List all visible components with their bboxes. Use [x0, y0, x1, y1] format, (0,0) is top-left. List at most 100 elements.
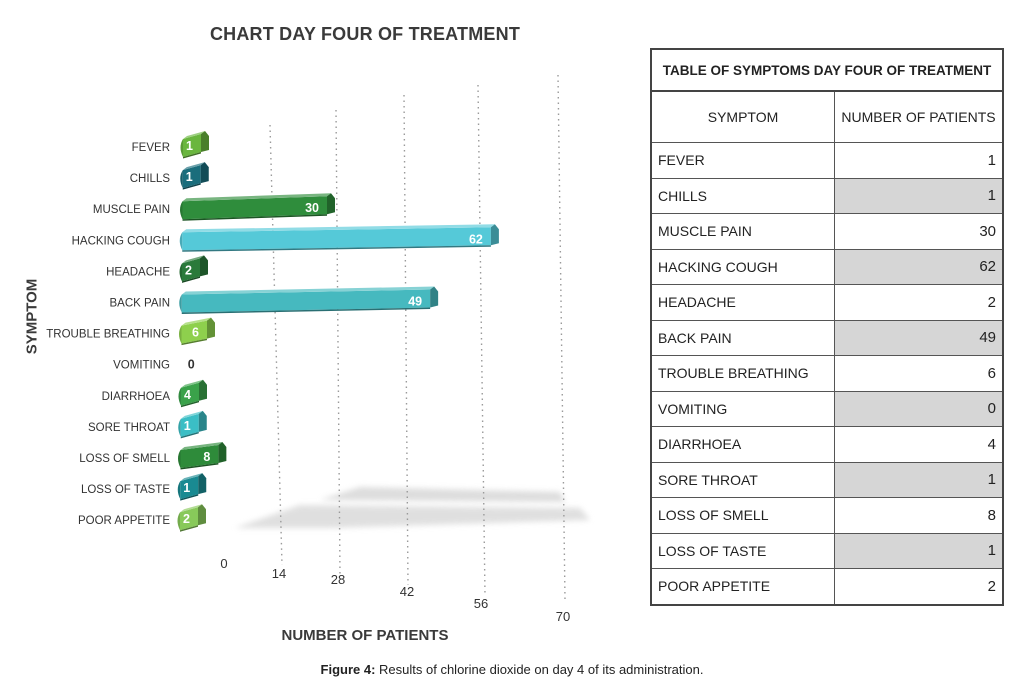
value-cell: 1 [834, 532, 1004, 569]
x-axis-title: NUMBER OF PATIENTS [281, 627, 449, 644]
value-cell: 1 [834, 177, 1004, 214]
category-label: DIARRHOEA [102, 391, 171, 403]
category-label: HACKING COUGH [72, 235, 170, 247]
x-tick-label: 28 [331, 572, 345, 587]
bar: 4 [178, 379, 207, 408]
category-label: LOSS OF TASTE [81, 484, 170, 496]
symptom-cell: VOMITING [650, 390, 835, 427]
symptom-cell: MUSCLE PAIN [650, 213, 835, 250]
symptom-cell: DIARRHOEA [650, 426, 835, 463]
chart-area: CHART DAY FOUR OF TREATMENT SYMPTOM NUMB… [24, 24, 590, 644]
bar-value-label: 62 [469, 232, 483, 246]
figure-label: Figure 4: [320, 662, 376, 677]
symptoms-table: TABLE OF SYMPTOMS DAY FOUR OF TREATMENT … [650, 48, 1004, 606]
x-tick-label: 56 [474, 596, 488, 611]
value-cell: 8 [834, 497, 1004, 534]
category-label: CHILLS [130, 173, 171, 185]
symptom-cell: LOSS OF TASTE [650, 532, 835, 569]
value-cell: 4 [834, 426, 1004, 463]
bar: 8 [178, 442, 227, 470]
table-row: LOSS OF TASTE 1 [650, 532, 1004, 569]
symptom-cell: HACKING COUGH [650, 248, 835, 285]
symptom-cell: TROUBLE BREATHING [650, 355, 835, 392]
grid-line [269, 124, 283, 566]
bar: 1 [180, 131, 209, 159]
table-row: HEADACHE 2 [650, 284, 1004, 321]
table-row: POOR APPETITE 2 [650, 568, 1004, 605]
bar: 62 [179, 224, 499, 252]
bar: 1 [177, 473, 207, 501]
category-label: TROUBLE BREATHING [46, 329, 170, 341]
column-header-symptom: SYMPTOM [650, 90, 835, 143]
bar-value-label: 1 [183, 481, 190, 495]
x-tick-label: 42 [400, 584, 414, 599]
grid-line [403, 94, 409, 586]
grid-line [557, 74, 566, 601]
bar: 30 [180, 193, 335, 221]
table-row: HACKING COUGH 62 [650, 248, 1004, 285]
symptom-cell: SORE THROAT [650, 461, 835, 498]
category-label: HEADACHE [106, 266, 170, 278]
bar-value-label: 30 [305, 201, 319, 215]
value-cell: 2 [834, 284, 1004, 321]
floor-shadow [235, 487, 590, 528]
category-label: FEVER [132, 142, 170, 154]
value-cell: 30 [834, 213, 1004, 250]
bar: 6 [179, 317, 215, 346]
category-label: VOMITING [113, 360, 170, 372]
figure-caption-text: Results of chlorine dioxide on day 4 of … [375, 662, 704, 677]
table-row: DIARRHOEA 4 [650, 426, 1004, 463]
table-row: CHILLS 1 [650, 177, 1004, 214]
table-row: MUSCLE PAIN 30 [650, 213, 1004, 250]
value-cell: 2 [834, 568, 1004, 605]
table-row: TROUBLE BREATHING 6 [650, 355, 1004, 392]
bar-value-label: 6 [192, 326, 199, 340]
bar-value-label: 4 [184, 388, 191, 402]
table-row: SORE THROAT 1 [650, 461, 1004, 498]
category-label: MUSCLE PAIN [93, 204, 170, 216]
category-label: BACK PAIN [110, 298, 171, 310]
symptom-cell: HEADACHE [650, 284, 835, 321]
bar: 1 [178, 410, 207, 439]
grid-line [335, 109, 341, 576]
category-labels: FEVER CHILLS MUSCLE PAIN HACKING COUGH HEADA… [46, 142, 170, 527]
symptom-cell: FEVER [650, 142, 835, 179]
table-title: TABLE OF SYMPTOMS DAY FOUR OF TREATMENT [650, 48, 1004, 92]
figure-caption: Figure 4: Results of chlorine dioxide on… [0, 662, 1024, 677]
category-label: LOSS OF SMELL [79, 453, 170, 465]
table-row: FEVER 1 [650, 142, 1004, 179]
grid-lines [269, 74, 566, 601]
bar-value-label: 2 [183, 512, 190, 526]
bar: 2 [179, 255, 208, 283]
x-tick-label: 70 [556, 609, 570, 624]
x-tick-labels: 0 14 28 42 56 70 [220, 556, 570, 624]
table-row: VOMITING 0 [650, 390, 1004, 427]
table-row: BACK PAIN 49 [650, 319, 1004, 356]
bar-value-label: 8 [203, 450, 210, 464]
symptoms-table-container: TABLE OF SYMPTOMS DAY FOUR OF TREATMENT … [650, 48, 1004, 606]
symptom-cell: BACK PAIN [650, 319, 835, 356]
value-cell: 0 [834, 390, 1004, 427]
table-row: LOSS OF SMELL 8 [650, 497, 1004, 534]
x-tick-label: 14 [272, 566, 286, 581]
bar-value-label: 49 [408, 295, 422, 309]
value-cell: 1 [834, 142, 1004, 179]
bar-value-label: 0 [188, 358, 195, 372]
symptom-cell: LOSS OF SMELL [650, 497, 835, 534]
bar: 1 [180, 162, 209, 190]
category-label: SORE THROAT [88, 422, 170, 434]
category-label: POOR APPETITE [78, 515, 170, 527]
symptom-cell: POOR APPETITE [650, 568, 835, 605]
bar-value-label: 1 [186, 170, 193, 184]
value-cell: 49 [834, 319, 1004, 356]
symptom-cell: CHILLS [650, 177, 835, 214]
bar: 49 [179, 286, 439, 314]
value-cell: 6 [834, 355, 1004, 392]
bars: 1 1 30 62 2 49 6 0 4 1 8 1 2 [177, 131, 499, 532]
bar-value-label: 1 [184, 419, 191, 433]
bar: 2 [177, 504, 206, 532]
bar-value-label: 1 [186, 139, 193, 153]
x-tick-label: 0 [220, 556, 227, 571]
chart-title: CHART DAY FOUR OF TREATMENT [209, 24, 521, 44]
